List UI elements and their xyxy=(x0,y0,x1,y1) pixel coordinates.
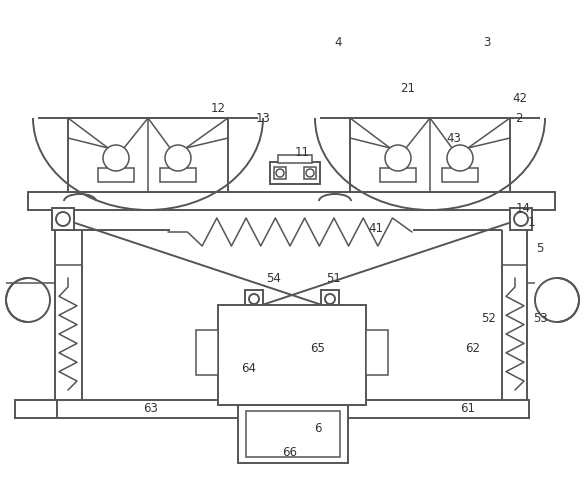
Circle shape xyxy=(514,212,528,226)
Circle shape xyxy=(6,278,50,322)
Bar xyxy=(510,208,532,230)
Bar xyxy=(196,330,218,375)
Bar xyxy=(304,167,316,179)
Text: 4: 4 xyxy=(334,36,342,48)
Circle shape xyxy=(165,145,191,171)
Circle shape xyxy=(447,145,473,171)
Text: 65: 65 xyxy=(311,342,325,354)
Bar xyxy=(274,167,286,179)
Text: 66: 66 xyxy=(283,446,297,459)
Text: 41: 41 xyxy=(369,222,384,235)
Text: 2: 2 xyxy=(515,111,523,124)
Text: 63: 63 xyxy=(144,402,158,414)
Text: 54: 54 xyxy=(266,271,281,285)
Text: 14: 14 xyxy=(516,202,530,215)
Text: 6: 6 xyxy=(314,422,322,434)
Bar xyxy=(366,330,388,375)
Text: 5: 5 xyxy=(536,242,544,255)
Text: 1: 1 xyxy=(527,216,535,228)
Circle shape xyxy=(306,169,314,177)
Circle shape xyxy=(325,294,335,304)
Text: 12: 12 xyxy=(210,102,225,115)
Circle shape xyxy=(276,169,284,177)
Bar xyxy=(160,168,196,182)
Bar xyxy=(218,305,366,405)
Text: 61: 61 xyxy=(461,402,475,414)
Bar xyxy=(350,118,510,192)
Text: 42: 42 xyxy=(513,92,527,104)
Bar xyxy=(278,155,312,163)
Bar xyxy=(52,208,74,230)
Bar xyxy=(245,290,263,308)
Text: 3: 3 xyxy=(484,36,491,48)
Text: 62: 62 xyxy=(465,342,481,354)
Bar xyxy=(321,290,339,308)
Circle shape xyxy=(56,212,70,226)
Bar xyxy=(246,411,340,457)
Circle shape xyxy=(385,145,411,171)
Circle shape xyxy=(249,294,259,304)
Text: 13: 13 xyxy=(256,111,270,124)
Bar xyxy=(55,400,529,418)
Text: 64: 64 xyxy=(242,362,256,374)
Circle shape xyxy=(103,145,129,171)
Text: 21: 21 xyxy=(401,81,415,95)
Text: 11: 11 xyxy=(294,145,310,159)
Circle shape xyxy=(535,278,579,322)
Bar xyxy=(68,118,228,192)
Text: 43: 43 xyxy=(447,131,461,144)
Text: 52: 52 xyxy=(482,311,496,325)
Bar xyxy=(28,192,555,210)
Bar xyxy=(442,168,478,182)
Text: 53: 53 xyxy=(533,311,547,325)
Text: 51: 51 xyxy=(326,271,342,285)
Bar xyxy=(238,405,348,463)
Bar xyxy=(380,168,416,182)
Bar xyxy=(98,168,134,182)
Bar xyxy=(15,400,57,418)
Bar xyxy=(270,162,320,184)
